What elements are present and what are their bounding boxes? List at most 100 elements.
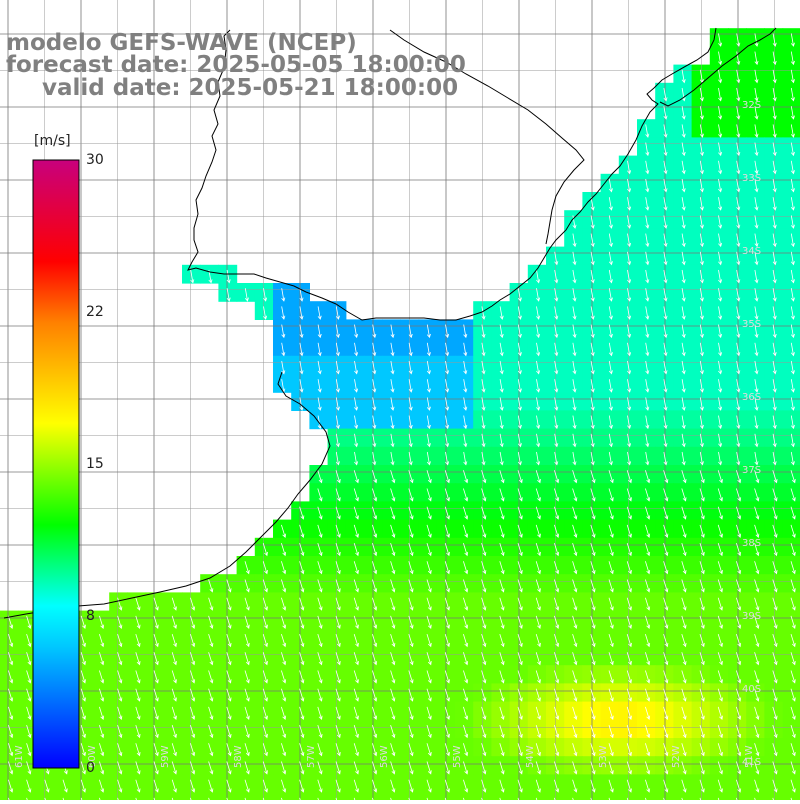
wind-arrow bbox=[681, 306, 686, 320]
wind-arrow bbox=[772, 397, 777, 411]
wind-arrow bbox=[627, 233, 632, 248]
wind-vector-field bbox=[8, 33, 796, 804]
wind-arrow bbox=[627, 160, 632, 175]
wind-arrow bbox=[645, 561, 651, 575]
wind-arrow bbox=[372, 633, 378, 648]
wind-arrow bbox=[790, 342, 795, 357]
wind-arrow bbox=[481, 524, 487, 539]
wind-arrow bbox=[790, 470, 796, 484]
wind-arrow bbox=[590, 579, 596, 593]
wind-arrow bbox=[608, 633, 614, 648]
wind-arrow bbox=[790, 288, 795, 302]
wind-arrow bbox=[390, 779, 396, 793]
wind-arrow bbox=[481, 542, 487, 557]
wind-arrow bbox=[645, 251, 650, 266]
wind-arrow bbox=[718, 51, 723, 66]
wind-arrow bbox=[681, 142, 686, 157]
wind-arrow bbox=[281, 360, 286, 375]
wind-arrow bbox=[645, 178, 650, 193]
wind-arrow bbox=[736, 233, 741, 248]
wind-arrow bbox=[699, 743, 705, 757]
wind-arrow bbox=[426, 379, 431, 393]
wind-arrow bbox=[790, 269, 795, 284]
wind-arrow bbox=[590, 633, 596, 648]
wind-arrow bbox=[754, 779, 760, 793]
wind-arrow bbox=[572, 269, 577, 284]
wind-arrow bbox=[244, 670, 250, 684]
wind-arrow bbox=[608, 379, 613, 393]
wind-arrow bbox=[772, 197, 777, 211]
colorbar-unit: [m/s] bbox=[34, 133, 71, 149]
wind-arrow bbox=[572, 233, 577, 248]
wind-arrow bbox=[772, 724, 778, 739]
wind-arrow bbox=[499, 743, 505, 757]
wind-arrow bbox=[372, 524, 378, 539]
wind-arrow bbox=[299, 342, 304, 357]
wind-arrow bbox=[772, 142, 777, 157]
wind-arrow bbox=[426, 342, 431, 357]
wind-arrow bbox=[190, 779, 196, 793]
wind-arrow bbox=[190, 615, 196, 630]
wind-arrow bbox=[681, 360, 686, 375]
wind-speed-cell bbox=[18, 792, 37, 804]
wind-arrow bbox=[445, 324, 450, 339]
wind-arrow bbox=[772, 688, 778, 702]
wind-arrow bbox=[681, 324, 686, 339]
wind-arrow bbox=[790, 506, 796, 520]
wind-arrow bbox=[26, 779, 32, 793]
wind-arrow bbox=[626, 688, 632, 702]
wind-arrow bbox=[444, 524, 450, 539]
wind-arrow bbox=[190, 670, 196, 684]
wind-arrow bbox=[608, 288, 613, 302]
wind-arrow bbox=[790, 197, 795, 211]
wind-arrow bbox=[226, 597, 232, 611]
wind-speed-cell bbox=[782, 410, 800, 430]
wind-arrow bbox=[171, 633, 177, 648]
wind-arrow bbox=[153, 633, 159, 648]
wind-arrow bbox=[80, 670, 86, 684]
wind-arrow bbox=[281, 324, 286, 339]
wind-arrow bbox=[772, 33, 777, 47]
wind-arrow bbox=[572, 324, 577, 339]
wind-arrow bbox=[481, 433, 486, 448]
wind-arrow bbox=[681, 379, 686, 393]
wind-arrow bbox=[390, 342, 395, 357]
wind-speed-cell bbox=[782, 574, 800, 593]
wind-speed-cell bbox=[782, 28, 800, 47]
wind-arrow bbox=[627, 360, 632, 375]
wind-arrow bbox=[590, 397, 595, 411]
wind-arrow bbox=[517, 415, 522, 430]
wind-arrow bbox=[390, 688, 396, 702]
wind-arrow bbox=[354, 451, 359, 466]
forecast-date: forecast date: 2025-05-05 18:00:00 bbox=[6, 52, 466, 78]
wind-arrow bbox=[699, 688, 705, 702]
wind-arrow bbox=[754, 506, 760, 520]
wind-arrow bbox=[299, 761, 305, 775]
wind-arrow bbox=[535, 615, 541, 630]
wind-arrow bbox=[772, 360, 777, 375]
wind-arrow bbox=[372, 706, 378, 721]
wind-arrow bbox=[226, 761, 232, 775]
wind-arrow bbox=[717, 470, 723, 484]
latitude-label: 37S bbox=[742, 465, 761, 476]
wind-arrow bbox=[681, 561, 687, 575]
wind-arrow bbox=[299, 306, 304, 320]
wind-arrow bbox=[153, 597, 159, 611]
wind-arrow bbox=[335, 415, 340, 430]
wind-arrow bbox=[772, 269, 777, 284]
wind-arrow bbox=[590, 597, 596, 611]
wind-arrow bbox=[718, 106, 723, 120]
wind-arrow bbox=[554, 324, 559, 339]
wind-arrow bbox=[353, 779, 359, 793]
wind-arrow bbox=[281, 542, 287, 557]
wind-arrow bbox=[281, 306, 286, 320]
wind-arrow bbox=[572, 579, 578, 593]
wind-arrow bbox=[262, 561, 268, 575]
wind-arrow bbox=[572, 379, 577, 393]
wind-arrow bbox=[754, 542, 760, 557]
wind-arrow bbox=[481, 688, 487, 702]
wind-arrow bbox=[408, 633, 414, 648]
wind-arrow bbox=[499, 706, 505, 721]
wind-arrow bbox=[663, 215, 668, 229]
wind-arrow bbox=[335, 579, 341, 593]
